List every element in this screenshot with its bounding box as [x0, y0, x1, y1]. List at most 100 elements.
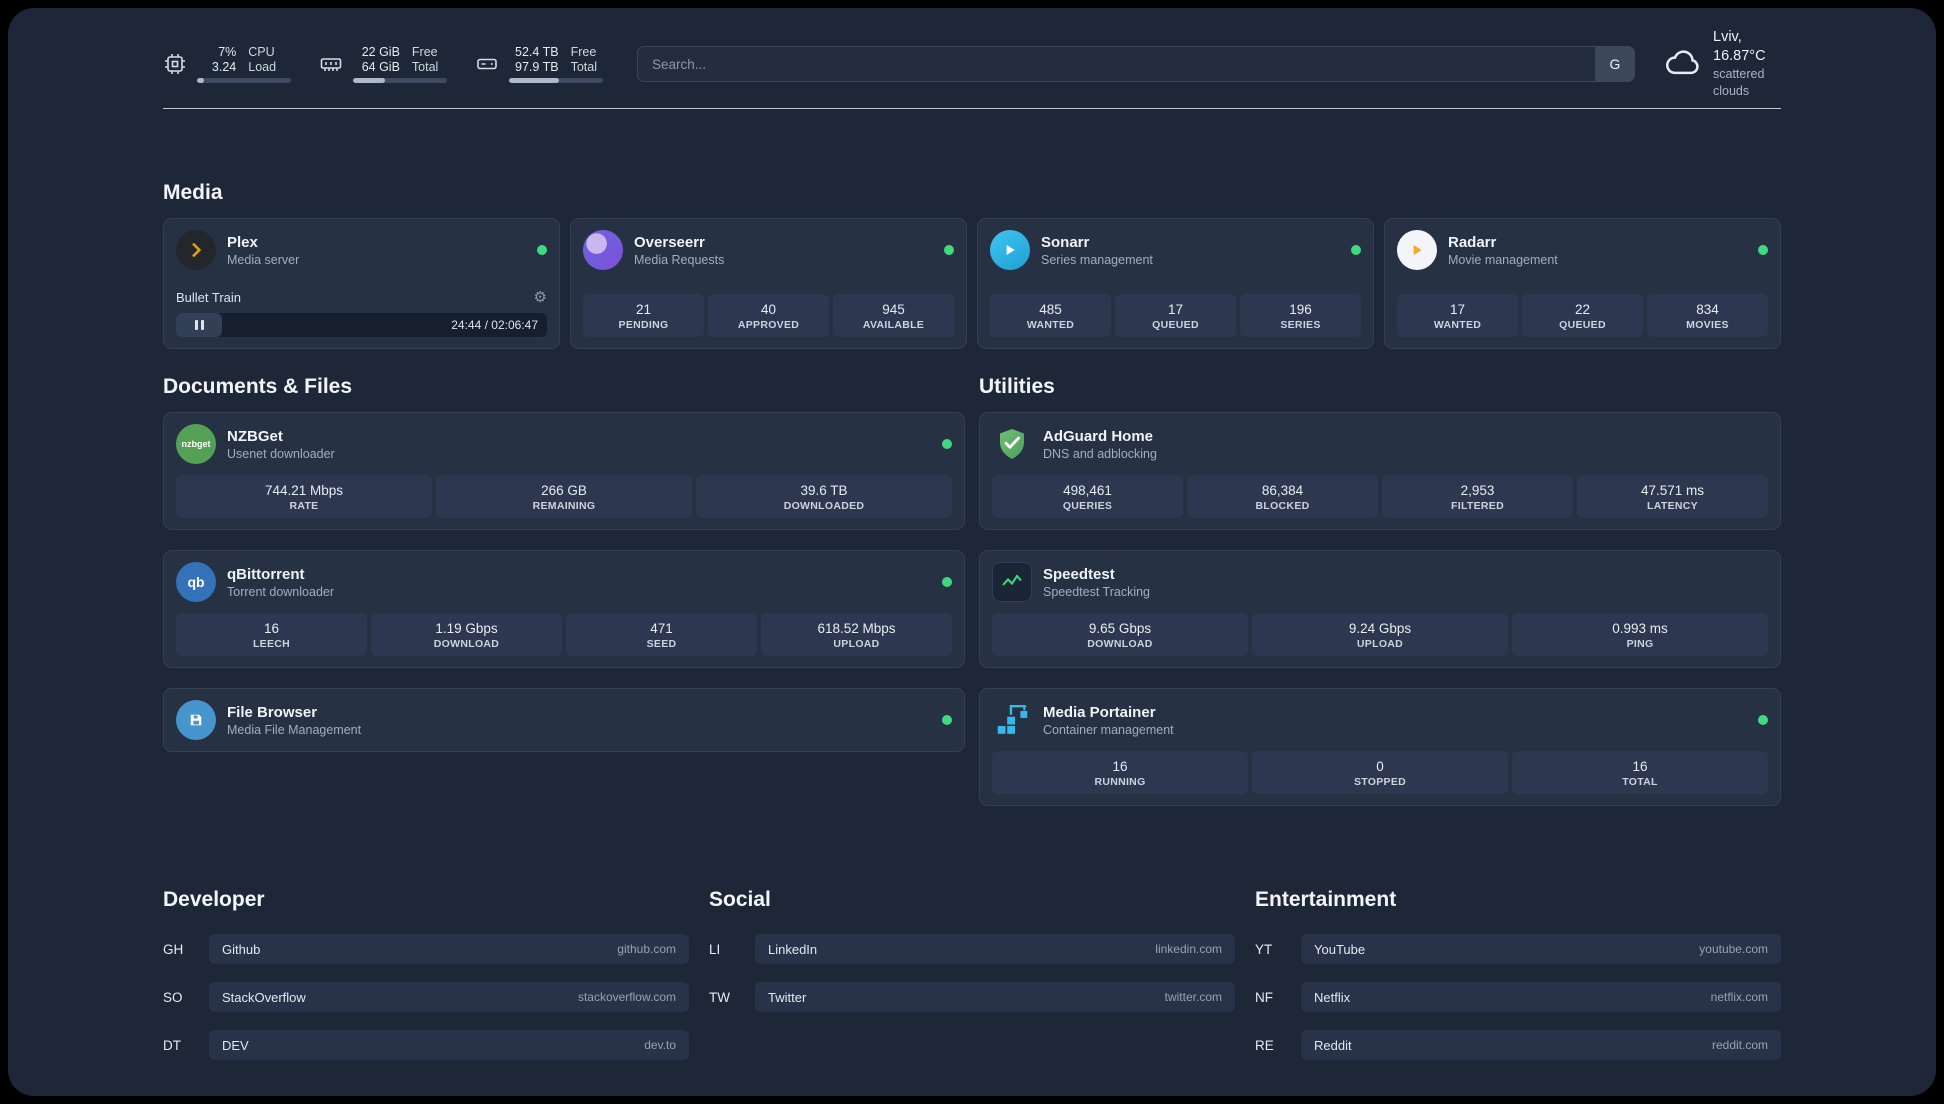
memory-meter: [353, 78, 447, 83]
service-description: Media Requests: [634, 252, 725, 267]
bookmark-row: YT YouTube youtube.com: [1255, 934, 1781, 964]
bookmark-row: TW Twitter twitter.com: [709, 982, 1235, 1012]
service-name: Plex: [227, 233, 258, 251]
section-title-developer: Developer: [163, 888, 265, 911]
bookmark-link-twitter[interactable]: Twitter twitter.com: [755, 982, 1235, 1012]
service-card-portainer[interactable]: Media Portainer Container management 16 R…: [979, 688, 1781, 806]
service-name: Speedtest: [1043, 565, 1115, 583]
bookmark-link-dev[interactable]: DEV dev.to: [209, 1030, 689, 1060]
bookmark-link-netflix[interactable]: Netflix netflix.com: [1301, 982, 1781, 1012]
status-dot: [537, 245, 547, 255]
bookmark-link-github[interactable]: Github github.com: [209, 934, 689, 964]
service-card-nzbget[interactable]: nzbget NZBGet Usenet downloader 744.21 M…: [163, 412, 965, 530]
stat-wanted: 17 WANTED: [1397, 294, 1518, 337]
memory-free-label: Free: [411, 45, 438, 59]
stat-stopped: 0 STOPPED: [1252, 751, 1508, 794]
service-card-plex[interactable]: Plex Media server Bullet Train ⚙ 24:44 /…: [163, 218, 560, 349]
service-name: qBittorrent: [227, 565, 305, 583]
stat-downloaded: 39.6 TB DOWNLOADED: [696, 475, 952, 518]
service-description: Container management: [1043, 722, 1174, 737]
service-card-adguard[interactable]: AdGuard Home DNS and adblocking 498,461 Q…: [979, 412, 1781, 530]
documents-column: Documents & Files nzbget NZBGet Usenet d…: [163, 375, 965, 772]
adguard-icon: [992, 424, 1032, 464]
media-card-grid: Plex Media server Bullet Train ⚙ 24:44 /…: [163, 218, 1781, 349]
bookmark-row: NF Netflix netflix.com: [1255, 982, 1781, 1012]
service-card-radarr[interactable]: Radarr Movie management 17 WANTED 22 QUEUE…: [1384, 218, 1781, 349]
bookmarks-developer: Developer GH Github github.com SO StackO…: [163, 888, 689, 1078]
stat-series: 196 SERIES: [1240, 294, 1361, 337]
status-dot: [942, 577, 952, 587]
stat-pending: 21 PENDING: [583, 294, 704, 337]
section-title-utilities: Utilities: [979, 375, 1055, 398]
cpu-usage-label: CPU: [248, 45, 275, 59]
weather-widget: Lviv, 16.87°C scattered clouds: [1663, 28, 1781, 100]
service-stats: 17 WANTED 22 QUEUED 834 MOVIES: [1397, 294, 1768, 337]
bookmark-link-stackoverflow[interactable]: StackOverflow stackoverflow.com: [209, 982, 689, 1012]
cpu-meter: [197, 78, 291, 83]
status-dot: [944, 245, 954, 255]
gear-icon[interactable]: ⚙: [533, 289, 547, 306]
service-stats: 744.21 Mbps RATE 266 GB REMAINING 39.6 TB D…: [176, 475, 952, 518]
service-description: Usenet downloader: [227, 446, 335, 461]
bookmark-link-youtube[interactable]: YouTube youtube.com: [1301, 934, 1781, 964]
service-stats: 498,461 QUERIES 86,384 BLOCKED 2,953 FILTER…: [992, 475, 1768, 518]
stat-upload: 618.52 Mbps UPLOAD: [761, 613, 952, 656]
service-stats: 485 WANTED 17 QUEUED 196 SERIES: [990, 294, 1361, 337]
cpu-icon: [163, 52, 187, 76]
portainer-icon: [992, 700, 1032, 740]
service-description: Torrent downloader: [227, 584, 335, 599]
bookmark-abbr: LI: [709, 941, 721, 957]
now-playing-title: Bullet Train: [176, 289, 242, 305]
stat-blocked: 86,384 BLOCKED: [1187, 475, 1378, 518]
stat-download: 1.19 Gbps DOWNLOAD: [371, 613, 562, 656]
section-title-entertainment: Entertainment: [1255, 888, 1397, 911]
memory-total-value: 64 GiB: [361, 60, 400, 74]
nzbget-icon: nzbget: [176, 424, 216, 464]
service-card-qbittorrent[interactable]: qb qBittorrent Torrent downloader 16 LEEC…: [163, 550, 965, 668]
qbittorrent-icon: qb: [176, 562, 216, 602]
weather-condition: scattered clouds: [1713, 67, 1765, 98]
bookmark-row: LI LinkedIn linkedin.com: [709, 934, 1235, 964]
stat-wanted: 485 WANTED: [990, 294, 1111, 337]
stat-approved: 40 APPROVED: [708, 294, 829, 337]
section-title-social: Social: [709, 888, 771, 911]
status-dot: [1351, 245, 1361, 255]
service-name: AdGuard Home: [1043, 427, 1154, 445]
playback-progress-bar[interactable]: 24:44 / 02:06:47: [176, 313, 547, 337]
cpu-usage-value: 7%: [218, 45, 237, 59]
sonarr-icon: [990, 230, 1030, 270]
service-card-filebrowser[interactable]: File Browser Media File Management: [163, 688, 965, 752]
service-card-overseerr[interactable]: Overseerr Media Requests 21 PENDING 40 APP…: [570, 218, 967, 349]
disk-widget: 52.4 TB Free 97.9 TB Total: [475, 45, 603, 83]
search-input[interactable]: [637, 46, 1595, 82]
memory-icon: [319, 52, 343, 76]
stat-seed: 471 SEED: [566, 613, 757, 656]
bookmark-abbr: TW: [709, 989, 730, 1005]
bookmark-abbr: GH: [163, 941, 184, 957]
bookmark-link-linkedin[interactable]: LinkedIn linkedin.com: [755, 934, 1235, 964]
disk-free-label: Free: [570, 45, 597, 59]
service-card-sonarr[interactable]: Sonarr Series management 485 WANTED 17 QUE…: [977, 218, 1374, 349]
service-stats: 21 PENDING 40 APPROVED 945 AVAILABLE: [583, 294, 954, 337]
stat-queries: 498,461 QUERIES: [992, 475, 1183, 518]
radarr-icon: [1397, 230, 1437, 270]
bookmark-link-reddit[interactable]: Reddit reddit.com: [1301, 1030, 1781, 1060]
status-dot: [942, 715, 952, 725]
bookmark-row: DT DEV dev.to: [163, 1030, 689, 1060]
service-stats: 9.65 Gbps DOWNLOAD 9.24 Gbps UPLOAD 0.993 …: [992, 613, 1768, 656]
stat-remaining: 266 GB REMAINING: [436, 475, 692, 518]
plex-icon: [176, 230, 216, 270]
service-stats: 16 LEECH 1.19 Gbps DOWNLOAD 471 SEED 618.52…: [176, 613, 952, 656]
search-engine-button[interactable]: G: [1595, 46, 1635, 82]
stat-queued: 17 QUEUED: [1115, 294, 1236, 337]
service-card-speedtest[interactable]: Speedtest Speedtest Tracking 9.65 Gbps DO…: [979, 550, 1781, 668]
topbar: 7% CPU 3.24 Load 22: [163, 29, 1781, 98]
bookmark-row: GH Github github.com: [163, 934, 689, 964]
pause-button[interactable]: [176, 313, 222, 337]
service-description: Media server: [227, 252, 300, 267]
status-dot: [1758, 715, 1768, 725]
bookmarks-entertainment: Entertainment YT YouTube youtube.com NF …: [1255, 888, 1781, 1078]
utilities-column: Utilities AdGuard Home: [979, 375, 1781, 826]
playback-time: 24:44 / 02:06:47: [451, 318, 538, 332]
stat-total: 16 TOTAL: [1512, 751, 1768, 794]
